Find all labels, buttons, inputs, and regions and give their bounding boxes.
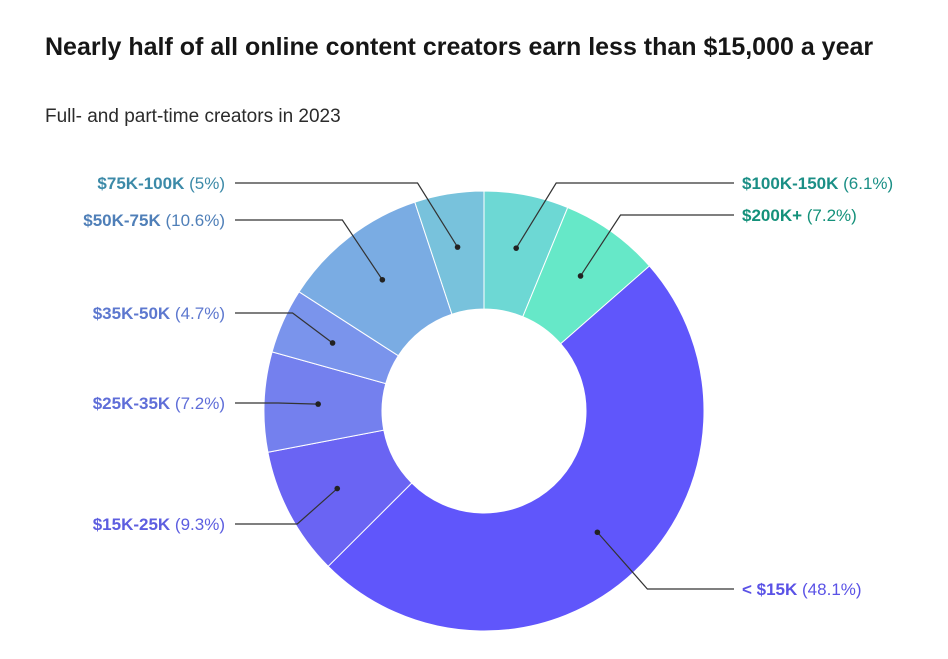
slice-label-value: (9.3%) xyxy=(170,515,225,534)
slice-label-15k-25k: $15K-25K (9.3%) xyxy=(93,485,341,534)
leader-line xyxy=(235,312,333,344)
slice-label-value: (7.2%) xyxy=(170,394,225,413)
slice-label-value: (5%) xyxy=(184,174,225,193)
leader-dot xyxy=(594,529,601,536)
slice-label-75k-100k: $75K-100K (5%) xyxy=(97,174,461,250)
slice-label-text: $200K+ (7.2%) xyxy=(742,206,857,225)
slice-label-35k-50k: $35K-50K (4.7%) xyxy=(93,304,336,346)
slice-label-value: (7.2%) xyxy=(802,206,857,225)
leader-dot xyxy=(315,401,321,407)
leader-dot xyxy=(334,485,341,492)
slice-label-name: $35K-50K xyxy=(93,304,171,323)
leader-dot xyxy=(329,340,336,346)
slice-label-value: (4.7%) xyxy=(170,304,225,323)
slice-label-name: $50K-75K xyxy=(83,211,161,230)
leader-line xyxy=(580,214,734,277)
slice-label-text: $100K-150K (6.1%) xyxy=(742,174,893,193)
slice-label-text: $35K-50K (4.7%) xyxy=(93,304,225,323)
chart-title: Nearly half of all online content creato… xyxy=(45,33,874,61)
leader-line xyxy=(235,219,383,281)
slice-label-name: $100K-150K xyxy=(742,174,839,193)
slice-label-text: $15K-25K (9.3%) xyxy=(93,515,225,534)
slice-label-text: $25K-35K (7.2%) xyxy=(93,394,225,413)
leader-line xyxy=(515,182,734,249)
slice-label-name: < $15K xyxy=(742,580,798,599)
slice-75k-100k xyxy=(414,190,485,315)
slice-label-value: (48.1%) xyxy=(797,580,861,599)
slice-label-text: $75K-100K (5%) xyxy=(97,174,225,193)
chart-subtitle: Full- and part-time creators in 2023 xyxy=(45,106,341,127)
leader-dot xyxy=(513,245,519,251)
slice-label-value: (10.6%) xyxy=(161,211,225,230)
slice-label-name: $15K-25K xyxy=(93,515,171,534)
slice-label-100k-150k: $100K-150K (6.1%) xyxy=(513,174,893,251)
leader-dot xyxy=(577,273,584,279)
slice-label-50k-75k: $50K-75K (10.6%) xyxy=(83,211,386,283)
leader-dot xyxy=(454,244,461,250)
leader-line xyxy=(596,531,734,590)
slice-label-15k: < $15K (48.1%) xyxy=(594,529,862,599)
leader-line xyxy=(235,488,338,525)
slice-label-name: $75K-100K xyxy=(97,174,185,193)
slice-label-text: < $15K (48.1%) xyxy=(742,580,862,599)
slice-label-name: $200K+ xyxy=(742,206,802,225)
slice-label-25k-35k: $25K-35K (7.2%) xyxy=(93,394,321,413)
leader-line xyxy=(235,182,459,248)
leader-line xyxy=(235,402,319,405)
slice-label-value: (6.1%) xyxy=(838,174,893,193)
slice-label-name: $25K-35K xyxy=(93,394,171,413)
slice-15k xyxy=(327,265,705,632)
slice-label-text: $50K-75K (10.6%) xyxy=(83,211,225,230)
leader-dot xyxy=(379,276,386,283)
slice-label-200k: $200K+ (7.2%) xyxy=(577,206,857,279)
